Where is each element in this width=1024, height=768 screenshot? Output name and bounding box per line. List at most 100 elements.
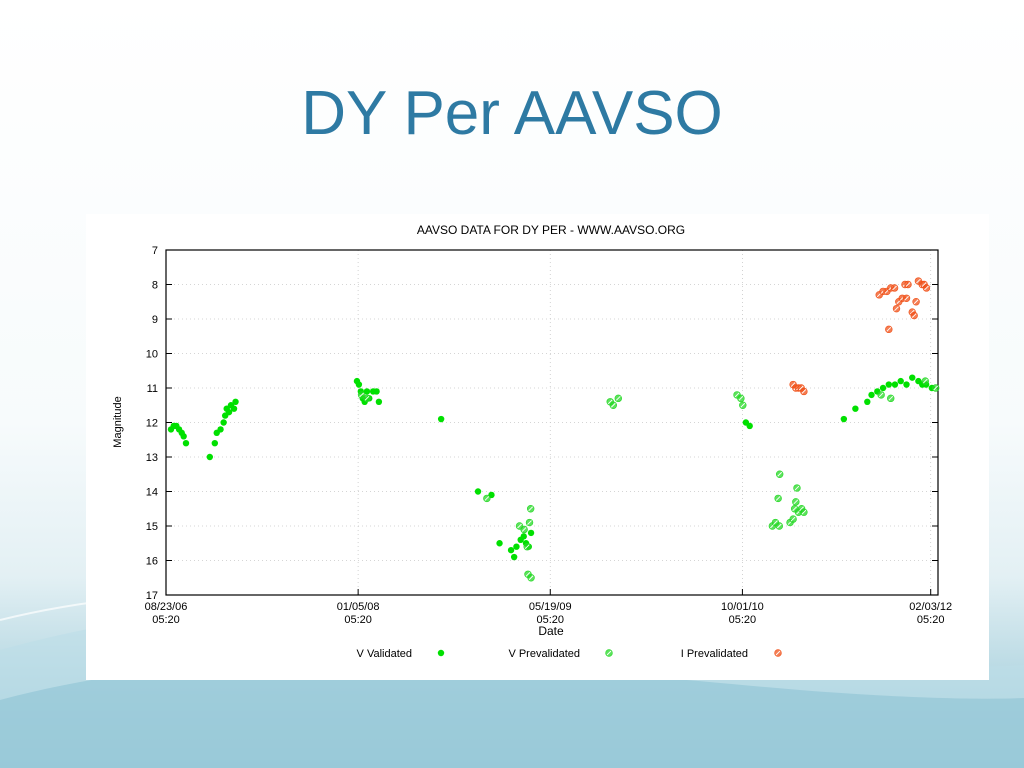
x-tick-label: 08/23/06 xyxy=(145,601,188,613)
v-prevalidated-point-hatch xyxy=(792,506,797,512)
i-prevalidated-point-hatch xyxy=(905,282,911,287)
v-prevalidated-point xyxy=(792,498,800,506)
v-prevalidated-point-hatch xyxy=(607,399,613,405)
y-tick-label: 15 xyxy=(146,521,158,533)
v-prevalidated-point-hatch xyxy=(484,496,490,501)
i-prevalidated-point-hatch xyxy=(790,382,796,387)
legend-marker-hatch xyxy=(775,650,781,656)
v-prevalidated-point-hatch xyxy=(793,499,799,505)
x-tick-label: 05/19/09 xyxy=(529,601,572,613)
v-prevalidated-point-hatch xyxy=(801,509,807,515)
v-prevalidated-point xyxy=(931,384,940,392)
x-tick-label: 02/03/12 xyxy=(909,601,952,613)
data-points xyxy=(167,277,940,582)
v-validated-point xyxy=(496,540,503,547)
v-validated-point xyxy=(513,543,520,550)
legend-label: V Prevalidated xyxy=(508,648,580,660)
v-prevalidated-point-hatch xyxy=(734,392,740,398)
y-tick-label: 12 xyxy=(146,418,158,430)
v-validated-point xyxy=(373,388,380,395)
v-validated-point xyxy=(217,426,224,433)
i-prevalidated-point-hatch xyxy=(886,327,892,332)
x-axis-label: Date xyxy=(538,624,564,638)
v-validated-point xyxy=(520,533,527,540)
v-validated-point xyxy=(879,384,887,392)
v-validated-point xyxy=(909,374,916,381)
i-prevalidated-point xyxy=(922,284,931,292)
v-prevalidated-point xyxy=(737,394,745,403)
x-tick-label: 05:20 xyxy=(344,614,372,626)
x-tick-label: 05:20 xyxy=(917,614,945,626)
v-validated-point xyxy=(897,377,904,385)
v-validated-point xyxy=(903,381,910,388)
v-prevalidated-point xyxy=(739,401,747,409)
v-prevalidated-point-hatch xyxy=(364,396,370,401)
v-validated-point xyxy=(885,381,893,388)
v-prevalidated-point xyxy=(526,505,535,513)
legend-label: V Validated xyxy=(357,648,412,660)
i-prevalidated-point-hatch xyxy=(921,282,927,287)
v-prevalidated-point xyxy=(774,494,782,503)
x-tick-label: 05:20 xyxy=(537,614,565,626)
i-prevalidated-point-hatch xyxy=(798,385,804,391)
v-prevalidated-point xyxy=(357,391,366,399)
y-tick-label: 13 xyxy=(146,452,158,464)
v-validated-point xyxy=(355,381,363,388)
y-axis: 7 8 9 10 11 12 13 14 15 16 17 xyxy=(146,245,938,602)
v-prevalidated-point-hatch xyxy=(615,396,621,401)
i-prevalidated-point xyxy=(892,304,901,313)
v-validated-point xyxy=(868,391,875,399)
v-prevalidated-point-hatch xyxy=(521,527,527,532)
v-validated-point xyxy=(375,398,383,405)
y-tick-label: 11 xyxy=(147,383,158,395)
i-prevalidated-point xyxy=(902,294,911,303)
y-axis-label: Magnitude xyxy=(112,396,124,447)
v-validated-point xyxy=(182,440,190,447)
i-prevalidated-point xyxy=(885,325,893,334)
v-validated-point xyxy=(363,388,371,395)
v-prevalidated-point-hatch xyxy=(794,485,800,491)
i-prevalidated-point-hatch xyxy=(801,389,807,394)
legend: V Validated V Prevalidated I Prevalidated xyxy=(357,648,782,660)
v-validated-point xyxy=(230,405,238,412)
v-validated-point xyxy=(206,453,214,461)
y-tick-label: 17 xyxy=(146,590,158,602)
v-prevalidated-point-hatch xyxy=(933,385,939,391)
v-validated-point xyxy=(220,419,227,426)
i-prevalidated-point xyxy=(800,387,808,396)
v-validated-point xyxy=(225,408,233,416)
legend-marker xyxy=(774,649,782,657)
v-validated-point xyxy=(510,553,518,561)
i-prevalidated-point-hatch xyxy=(894,306,899,311)
v-validated-point xyxy=(527,529,535,537)
v-prevalidated-point-hatch xyxy=(775,496,781,501)
v-validated-point xyxy=(437,415,445,423)
v-validated-point xyxy=(891,381,899,388)
v-prevalidated-point-hatch xyxy=(790,516,796,522)
v-prevalidated-point-hatch xyxy=(776,523,782,529)
x-tick-label: 05:20 xyxy=(152,614,180,626)
v-prevalidated-point-hatch xyxy=(888,396,894,401)
x-tick-label: 01/05/08 xyxy=(337,601,380,613)
v-prevalidated-point xyxy=(887,394,895,403)
x-tick-label: 05:20 xyxy=(729,614,757,626)
i-prevalidated-point xyxy=(912,298,920,306)
v-prevalidated-point xyxy=(483,494,491,503)
v-prevalidated-point xyxy=(793,484,801,492)
v-prevalidated-point xyxy=(775,522,783,530)
v-prevalidated-point xyxy=(614,394,622,403)
legend-label: I Prevalidated xyxy=(681,648,748,660)
v-validated-point xyxy=(232,398,239,405)
x-axis: 08/23/0605:2001/05/0805:2005/19/0905:201… xyxy=(145,589,952,626)
v-prevalidated-point xyxy=(525,518,534,527)
v-prevalidated-point xyxy=(527,574,535,582)
v-prevalidated-point xyxy=(877,391,885,399)
v-prevalidated-point-hatch xyxy=(528,506,533,512)
y-tick-label: 8 xyxy=(152,280,158,292)
i-prevalidated-point xyxy=(910,311,918,320)
v-prevalidated-point-hatch xyxy=(740,402,746,408)
i-prevalidated-point-hatch xyxy=(909,309,915,315)
y-tick-label: 7 xyxy=(152,245,158,257)
i-prevalidated-point-hatch xyxy=(911,313,917,318)
legend-marker xyxy=(437,649,445,657)
